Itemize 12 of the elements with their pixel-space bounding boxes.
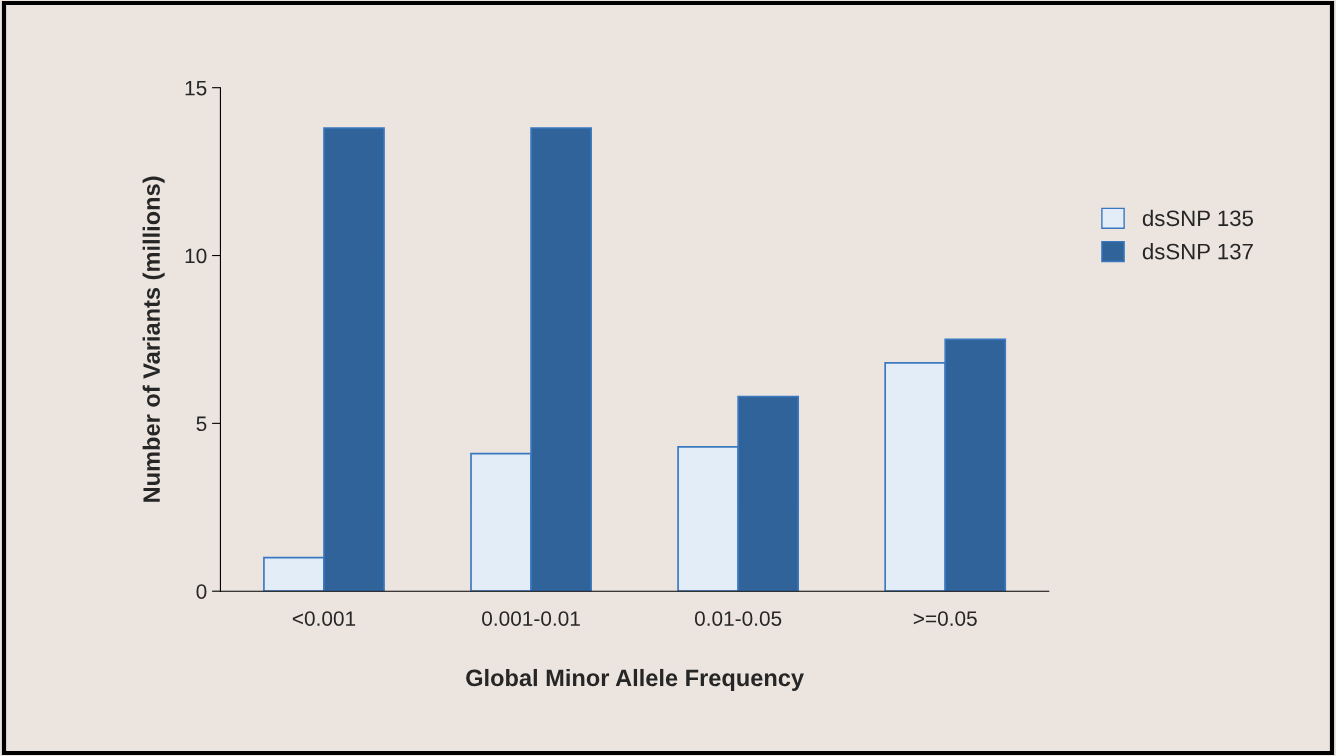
- y-axis-title: Number of Variants (millions): [142, 176, 165, 502]
- x-tick-label: 0.01-0.05: [694, 611, 782, 626]
- legend-label: dsSNP 137: [1142, 243, 1253, 260]
- x-tick-label: >=0.05: [913, 611, 977, 626]
- y-tick-label: 10: [185, 248, 207, 264]
- y-tick-label: 15: [185, 80, 207, 96]
- legend-label: dsSNP 135: [1142, 209, 1253, 227]
- x-tick-label: <0.001: [292, 611, 356, 626]
- x-tick-label: 0.001-0.01: [482, 611, 580, 626]
- x-axis-title: Global Minor Allele Frequency: [466, 668, 804, 691]
- y-tick-label: 5: [196, 416, 207, 432]
- y-tick-label: 0: [196, 584, 207, 599]
